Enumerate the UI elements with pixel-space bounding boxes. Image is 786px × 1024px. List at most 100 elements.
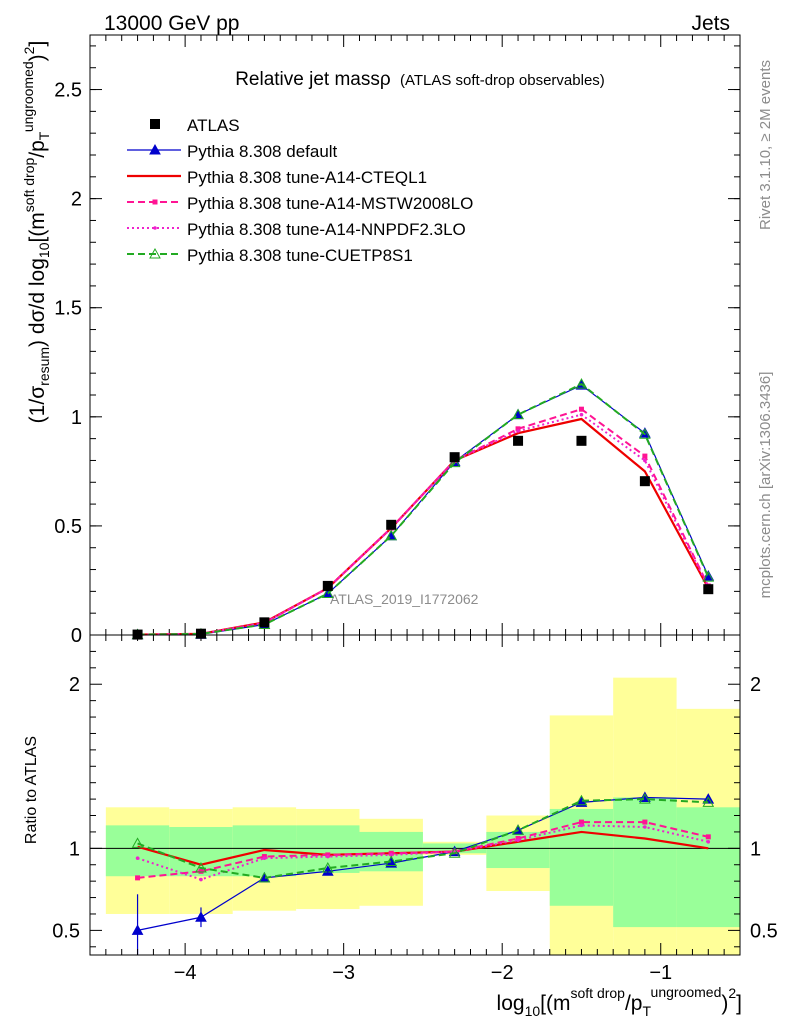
ratio-marker <box>131 837 144 848</box>
x-tick-label: −4 <box>174 962 197 984</box>
ratio-bands-layer <box>105 677 740 955</box>
ratio-marker <box>135 856 140 860</box>
ratio-marker <box>199 877 203 882</box>
legend-label: Pythia 8.308 tune-A14-MSTW2008LO <box>187 194 473 213</box>
series-marker <box>575 378 588 389</box>
legend-marker <box>149 247 161 259</box>
data-point <box>386 519 397 530</box>
main-axis-ticks: 0 0.5 1 1.5 2 2.5 <box>54 35 741 647</box>
ratio-marker <box>643 825 647 829</box>
data-point <box>322 580 333 591</box>
ratio-axis-ticks: −4 −3 −2 −1 0.5 0.5 1 1 2 2 <box>52 635 778 984</box>
y-tick-label: 2 <box>71 189 82 211</box>
x-tick-label: −2 <box>491 962 514 984</box>
ratio-marker <box>579 823 584 828</box>
ratio-marker <box>642 819 648 825</box>
series-marker <box>642 453 648 459</box>
x-tick-label: −3 <box>332 962 355 984</box>
legend: ATLAS Pythia 8.308 default Pythia 8.308 tu… <box>127 116 473 265</box>
data-point <box>195 628 206 639</box>
y-tick-label: 0 <box>71 625 82 647</box>
ratio-marker <box>575 794 588 806</box>
ratio-line <box>137 824 709 881</box>
series-marker <box>702 570 715 581</box>
legend-marker <box>149 143 161 155</box>
legend-marker <box>152 199 158 205</box>
ratio-y-tick-label: 1 <box>69 838 80 860</box>
x-tick-label: −1 <box>649 962 672 984</box>
ratio-marker <box>706 839 711 844</box>
main-series-layer <box>131 378 715 640</box>
ratio-marker <box>135 875 141 881</box>
legend-label-data: ATLAS <box>187 116 240 135</box>
series-marker <box>321 587 334 599</box>
ratio-marker <box>448 847 461 858</box>
ratio-y-tick-label-right: 1 <box>750 838 761 860</box>
series-marker <box>385 529 398 541</box>
mcplots-label: mcplots.cern.ch [arXiv:1306.3436] <box>757 372 774 599</box>
y-tick-label: 2.5 <box>54 80 82 102</box>
series-marker <box>579 412 584 417</box>
ratio-marker <box>258 871 271 883</box>
ratio-marker <box>702 796 715 807</box>
legend-marker <box>153 226 157 230</box>
legend-label: Pythia 8.308 tune-A14-NNPDF2.3LO <box>187 220 466 239</box>
series-marker <box>643 458 647 463</box>
ratio-line <box>137 821 709 879</box>
ratio-marker <box>575 796 588 807</box>
ratio-y-tick-label: 0.5 <box>52 920 80 942</box>
ratio-marker <box>702 793 715 804</box>
ratio-marker <box>195 861 207 873</box>
analysis-watermark: ATLAS_2019_I1772062 <box>330 591 479 607</box>
series-line <box>137 413 710 636</box>
series-marker <box>578 406 584 412</box>
ratio-y-tick-label-right: 2 <box>750 674 761 696</box>
legend-label: Pythia 8.308 tune-A14-CTEQL1 <box>187 168 427 187</box>
y-tick-label: 1.5 <box>54 298 82 320</box>
ratio-y-axis-label: Ratio to ATLAS <box>23 736 40 844</box>
ratio-frame <box>89 634 741 956</box>
ratio-marker <box>262 856 267 860</box>
x-axis-label: log10[(msoft drop/pTungroomed)2] <box>497 984 742 1019</box>
legend-marker-data <box>150 119 160 129</box>
series-marker <box>639 428 651 439</box>
ratio-marker <box>326 854 330 859</box>
ratio-marker <box>198 868 204 874</box>
series-marker <box>512 408 524 420</box>
ratio-marker <box>512 824 524 835</box>
ratio-marker <box>639 793 651 804</box>
main-panel: 0 0.5 1 1.5 2 2.5 Relative jet massρ (ATLAS s… <box>20 34 741 647</box>
main-y-axis-label: (1/σresum) dσ/d log10[(msoft drop/pTungr… <box>20 41 52 424</box>
y-tick-label: 0.5 <box>54 516 82 538</box>
uncertainty-band-green <box>296 825 360 873</box>
uncertainty-band-green <box>105 825 170 877</box>
uncertainty-band-green <box>676 807 740 928</box>
ratio-marker <box>705 834 711 840</box>
uncertainty-band-green <box>613 797 677 928</box>
data-point <box>576 435 587 446</box>
y-tick-label: 1 <box>71 407 82 429</box>
legend-label: Pythia 8.308 default <box>187 142 338 161</box>
ratio-line <box>137 798 709 879</box>
header-left: 13000 GeV pp <box>104 12 239 35</box>
ratio-y-tick-label: 2 <box>69 674 80 696</box>
data-point <box>449 452 460 463</box>
ratio-marker <box>389 853 394 857</box>
data-point <box>259 617 270 628</box>
ratio-marker <box>516 838 520 842</box>
series-marker <box>515 426 521 432</box>
ratio-y-tick-label-right: 0.5 <box>750 920 778 942</box>
data-point <box>703 584 714 595</box>
ratio-marker <box>578 819 584 825</box>
legend-label: Pythia 8.308 tune-CUETP8S1 <box>187 246 413 265</box>
series-marker <box>702 571 715 582</box>
series-line <box>137 382 710 636</box>
ratio-marker <box>385 855 398 866</box>
series-line <box>137 408 710 636</box>
data-point <box>639 476 650 487</box>
ratio-panel: −4 −3 −2 −1 0.5 0.5 1 1 2 2 Ratio to ATLAS log10[… <box>23 634 778 1019</box>
header-right: Jets <box>691 12 730 35</box>
data-point <box>513 435 524 446</box>
series-marker <box>516 429 520 433</box>
